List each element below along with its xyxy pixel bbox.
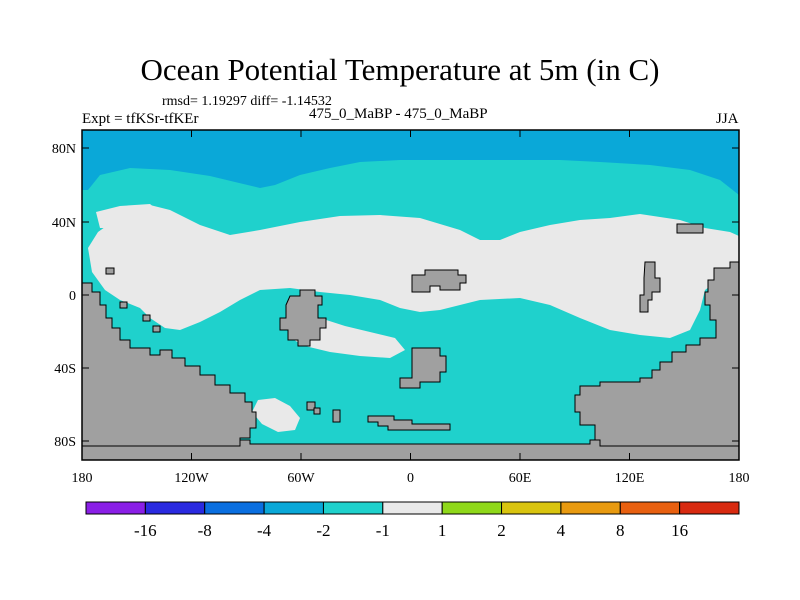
colorbar-label: -2 [316, 521, 330, 540]
land-islet-6 [313, 407, 321, 415]
neutral-patch-north-pacific [96, 204, 160, 228]
land-islet-7 [332, 409, 341, 423]
land-island-south-atlantic [399, 347, 447, 389]
land-island-central-west [279, 289, 327, 347]
season-label: JJA [716, 111, 739, 127]
land-island-southern-strip [367, 415, 451, 431]
plot-title: Ocean Potential Temperature at 5m (in C) [140, 52, 660, 87]
land-islet-5 [306, 401, 316, 411]
colorbar-swatch [322, 501, 384, 515]
lat-tick-label: 80N [52, 142, 76, 157]
colorbar-label: 16 [671, 521, 688, 540]
land-island-northeast [676, 223, 704, 234]
colorbar-swatch [679, 501, 740, 515]
map-field [82, 130, 739, 460]
colorbar-label: 1 [438, 521, 447, 540]
colorbar-swatch [85, 501, 146, 515]
colorbar-swatch [144, 501, 206, 515]
lat-tick-label: 0 [69, 289, 76, 304]
rmsd-diff-stats: rmsd= 1.19297 diff= -1.14532 [162, 94, 332, 109]
case-label: 475_0_MaBP - 475_0_MaBP [309, 106, 488, 122]
colorbar-label: -4 [257, 521, 272, 540]
lon-tick-label: 180 [729, 471, 750, 486]
arctic-cold-band [82, 130, 739, 195]
land-islet-1 [105, 267, 115, 275]
land-islet-3 [142, 314, 151, 322]
lon-tick-label: 60E [509, 471, 532, 486]
land-island-equatorial [411, 269, 467, 293]
colorbar-label: 4 [557, 521, 566, 540]
land-island-eastern-chain [639, 261, 661, 313]
colorbar-label: -16 [134, 521, 157, 540]
colorbar-label: 8 [616, 521, 625, 540]
neutral-patch-west [100, 248, 185, 274]
land-islet-2 [119, 301, 128, 309]
land-west-continent [82, 282, 257, 447]
land-south-polar [82, 439, 739, 460]
colorbar-swatch [619, 501, 681, 515]
lon-tick-label: 60W [287, 471, 315, 486]
land-east-continent [574, 261, 739, 447]
neutral-patch-south-pacific [252, 398, 300, 432]
colorbar-label: 2 [497, 521, 506, 540]
lon-tick-label: 120W [174, 471, 209, 486]
colorbar-swatch [382, 501, 443, 515]
lon-tick-label: 0 [407, 471, 414, 486]
map-axes: 80N 40N 0 40S 80S 180 120W 60W 0 60E 120E 180 [52, 130, 750, 486]
colorbar-swatch [441, 501, 503, 515]
lon-tick-label: 120E [615, 471, 645, 486]
colorbar: -16 -8 -4 -2 -1 1 2 4 8 16 [85, 501, 740, 540]
lat-tick-label: 80S [54, 435, 76, 450]
lat-tick-label: 40N [52, 216, 76, 231]
colorbar-label: -1 [376, 521, 390, 540]
colorbar-label: -8 [198, 521, 212, 540]
neutral-anomaly-region [88, 205, 739, 338]
lat-tick-label: 40S [54, 362, 76, 377]
colorbar-swatch [263, 501, 324, 515]
land-islet-4 [152, 325, 161, 333]
colorbar-swatch [560, 501, 621, 515]
colorbar-swatch [501, 501, 562, 515]
colorbar-swatch [204, 501, 265, 515]
lon-tick-label: 180 [72, 471, 93, 486]
experiment-label: Expt = tfKSr-tfKEr [82, 111, 199, 127]
